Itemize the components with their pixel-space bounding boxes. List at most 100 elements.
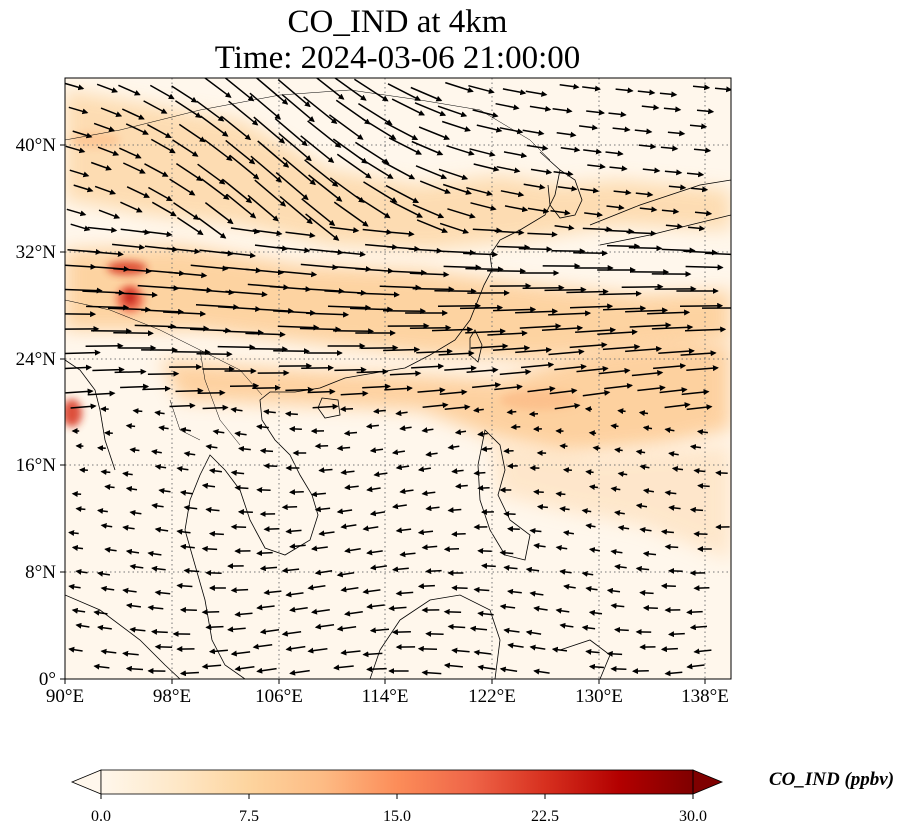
wind-vector-arrow: [506, 408, 517, 415]
wind-vector-arrow: [307, 584, 326, 591]
wind-vector-arrow: [311, 608, 330, 615]
wind-vector-arrow: [714, 86, 731, 93]
wind-vector-arrow: [299, 326, 342, 333]
wind-vector-arrow: [340, 649, 361, 656]
wind-vector-arrow: [661, 208, 680, 215]
wind-vector-arrow: [582, 226, 613, 233]
co-hotspot-west: [65, 399, 82, 427]
coastline-mainland: [184, 151, 561, 679]
wind-vector-arrow: [171, 85, 198, 103]
wind-vector-arrow: [606, 587, 621, 594]
lon-tick-label: 98°E: [153, 686, 191, 707]
wind-vector-arrow: [582, 85, 601, 92]
wind-vector-arrow: [533, 489, 544, 495]
wind-vector-arrow: [312, 403, 339, 410]
wind-vector-arrow: [281, 94, 315, 123]
wind-vector-arrow: [183, 504, 198, 511]
co-patch-east: [500, 390, 580, 410]
wind-vector-arrow: [381, 160, 416, 180]
wind-vector-arrow: [289, 606, 308, 613]
wind-vector-arrow: [311, 545, 328, 552]
wind-vector-arrow: [279, 196, 313, 225]
lat-tick-label: 8°N: [25, 562, 56, 583]
colorbar-extend-max: [692, 769, 724, 795]
wind-vector-arrow: [201, 178, 230, 200]
wind-vector-arrow: [180, 543, 195, 550]
wind-vector-arrow: [263, 589, 282, 596]
wind-vector-arrow: [234, 665, 255, 672]
wind-vector-arrow: [515, 346, 552, 354]
wind-vector-arrow: [274, 118, 308, 147]
wind-vector-arrow: [163, 310, 207, 317]
wind-vector-arrow: [614, 563, 627, 570]
wind-vector-arrow: [256, 423, 269, 430]
wind-vector-arrow: [169, 178, 196, 196]
wind-vector-arrow: [686, 663, 705, 670]
wind-vector-arrow: [245, 331, 286, 338]
wind-vector-arrow: [226, 193, 257, 219]
wind-vector-arrow: [369, 564, 388, 571]
wind-vector-arrow: [358, 102, 393, 126]
wind-vector-arrow: [693, 467, 706, 474]
wind-vector-arrow: [112, 243, 146, 251]
wind-vector-arrow: [606, 650, 623, 657]
wind-vector-arrow: [680, 350, 717, 357]
wind-vector-arrow: [98, 209, 121, 219]
wind-vector-arrow: [588, 430, 597, 437]
coastline-japan: [589, 179, 731, 246]
wind-vector-arrow: [93, 609, 108, 616]
wind-vector-arrow: [227, 626, 246, 633]
wind-vector-arrow: [592, 445, 601, 452]
wind-vector-arrow: [416, 348, 453, 355]
wind-vector-arrow: [391, 449, 406, 456]
wind-vector-arrow: [356, 368, 389, 375]
wind-vector-arrow: [122, 650, 139, 657]
wind-vector-arrow: [275, 172, 309, 201]
wind-vector-arrow: [308, 174, 343, 202]
wind-vector-arrow: [333, 328, 375, 335]
wind-vector-arrow: [685, 264, 724, 271]
wind-vector-arrow: [125, 423, 136, 430]
wind-vector-arrow: [93, 122, 116, 132]
wind-vector-arrow: [197, 163, 226, 185]
coastline-philippines: [477, 429, 531, 561]
wind-vector-arrow: [252, 643, 273, 650]
wind-vector-arrow: [384, 121, 419, 141]
wind-vector-arrow: [556, 131, 577, 138]
wind-vector-arrow: [690, 186, 709, 193]
wind-vector-arrow: [72, 130, 93, 139]
wind-vector-arrow: [97, 508, 108, 514]
wind-vector-arrow: [477, 431, 488, 437]
wind-vector-arrow: [97, 146, 120, 156]
wind-vector-arrow: [617, 471, 628, 478]
wind-vector-arrow: [575, 327, 617, 334]
wind-vector-arrow: [151, 565, 166, 572]
wind-vector-arrow: [470, 202, 497, 211]
wind-vector-arrow: [617, 524, 630, 531]
title-line-1: CO_IND at 4km: [287, 4, 508, 40]
wind-vector-arrow: [697, 482, 710, 489]
wind-vector-arrow: [174, 100, 202, 118]
wind-vector-arrow: [410, 86, 443, 102]
colorbar-tick-label: 22.5: [531, 808, 559, 825]
wind-vector-arrow: [696, 429, 708, 435]
wind-vector-arrow: [425, 568, 442, 575]
wind-vector-arrow: [605, 150, 624, 157]
wind-vector-arrow: [363, 181, 398, 203]
wind-vector-arrow: [203, 139, 233, 162]
wind-vector-arrow: [340, 586, 359, 593]
wind-vector-arrow: [499, 127, 524, 135]
wind-vector-arrow: [144, 163, 169, 177]
wind-vector-arrow: [314, 623, 335, 630]
wind-vector-arrow: [353, 78, 389, 102]
wind-vector-arrow: [637, 385, 666, 392]
co-hotspot-north-west: [70, 132, 120, 148]
wind-vector-arrow: [554, 402, 581, 410]
wind-vector-arrow: [503, 564, 518, 571]
wind-vector-arrow: [289, 489, 304, 496]
wind-vector-arrow: [379, 284, 422, 291]
wind-vector-arrow: [175, 162, 203, 182]
wind-vector-arrow: [315, 78, 345, 100]
wind-vector-arrow: [473, 407, 484, 413]
wind-vector-arrow: [689, 444, 701, 450]
